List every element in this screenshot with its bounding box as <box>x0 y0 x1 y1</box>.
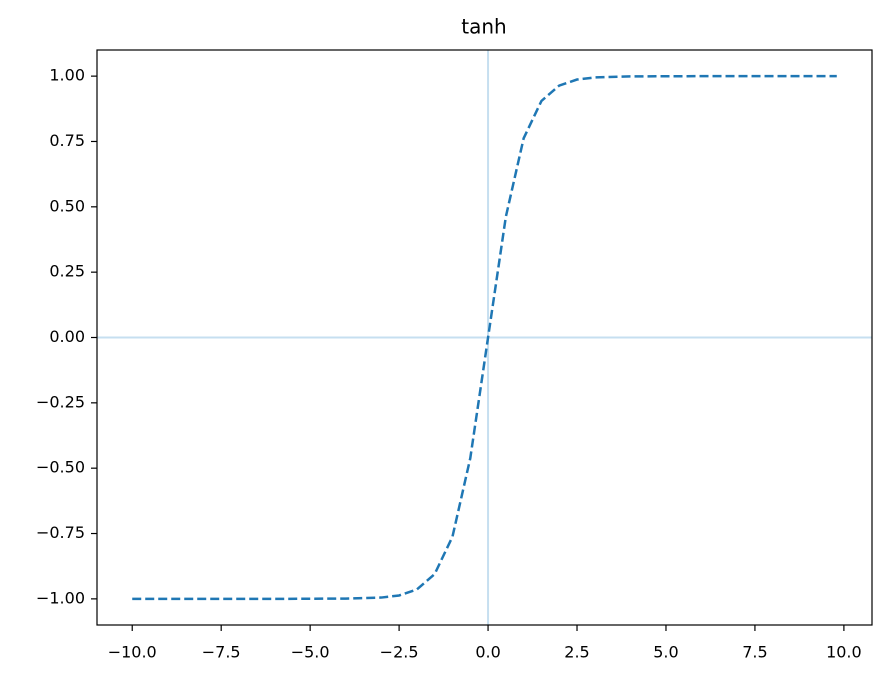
x-tick-label: 2.5 <box>564 643 589 662</box>
x-tick-label: 10.0 <box>826 643 862 662</box>
y-tick-label: 0.75 <box>49 131 85 150</box>
chart-title: tanh <box>461 15 506 39</box>
x-tick-label: 5.0 <box>653 643 678 662</box>
x-tick-label: 0.0 <box>475 643 500 662</box>
y-tick-label: −0.50 <box>36 458 85 477</box>
y-tick-label: −0.75 <box>36 523 85 542</box>
y-tick-label: 0.50 <box>49 196 85 215</box>
data-line <box>132 74 837 601</box>
y-tick-label: 1.00 <box>49 66 85 85</box>
y-tick-label: 0.00 <box>49 327 85 346</box>
y-tick-label: −1.00 <box>36 588 85 607</box>
plot-frame <box>96 49 873 626</box>
x-tick-label: −5.0 <box>291 643 330 662</box>
x-tick-label: −10.0 <box>108 643 157 662</box>
y-tick-label: 0.25 <box>49 262 85 281</box>
y-tick-label: −0.25 <box>36 392 85 411</box>
x-tick-label: 7.5 <box>742 643 767 662</box>
x-tick-label: −7.5 <box>202 643 241 662</box>
x-tick-label: −2.5 <box>380 643 419 662</box>
